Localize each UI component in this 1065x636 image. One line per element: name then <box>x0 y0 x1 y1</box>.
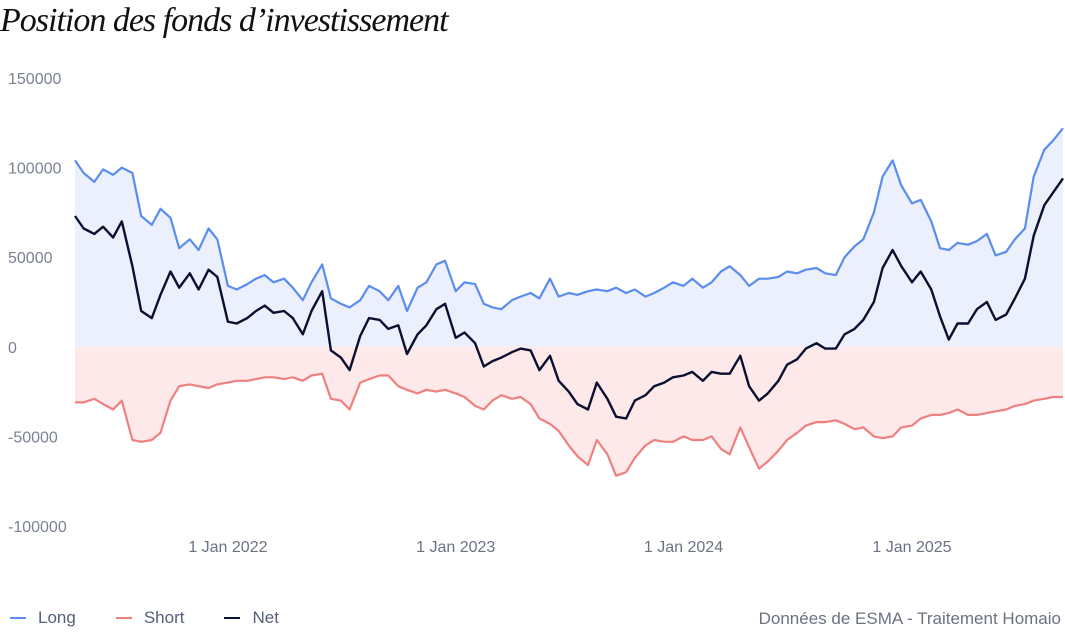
short-line <box>75 372 1063 477</box>
y-tick-label: -100000 <box>8 519 67 536</box>
x-tick-label: 1 Jan 2025 <box>872 539 951 556</box>
legend-label-short: Short <box>143 608 185 627</box>
legend-label-long: Long <box>38 608 76 627</box>
legend-item-short[interactable]: Short <box>115 608 185 628</box>
legend-label-net: Net <box>252 608 279 627</box>
legend-item-long[interactable]: Long <box>10 608 76 628</box>
y-tick-label: 50000 <box>8 250 53 267</box>
net-line <box>74 177 1064 420</box>
x-tick-label: 1 Jan 2022 <box>188 539 267 556</box>
y-tick-label: -50000 <box>8 429 58 446</box>
chart-plot: 150000 100000 50000 0 -50000 -100000 1 Jan 202… <box>8 71 1064 556</box>
chart-legend: Long Short Net <box>10 608 279 628</box>
legend-swatch-long <box>10 617 26 619</box>
y-tick-label: 100000 <box>8 161 61 178</box>
x-tick-label: 1 Jan 2023 <box>416 539 495 556</box>
long-line <box>74 127 1064 313</box>
legend-swatch-net <box>224 617 241 619</box>
legend-swatch-short <box>115 617 132 619</box>
long-area <box>75 128 1063 347</box>
y-tick-label: 150000 <box>8 71 61 88</box>
source-note: Données de ESMA - Traitement Homaio <box>758 609 1061 628</box>
y-tick-label: 0 <box>8 340 17 357</box>
chart-title: Position des fonds d’investissement <box>0 2 449 39</box>
x-tick-label: 1 Jan 2024 <box>644 539 723 556</box>
short-area <box>75 346 1063 476</box>
legend-item-net[interactable]: Net <box>224 608 279 628</box>
